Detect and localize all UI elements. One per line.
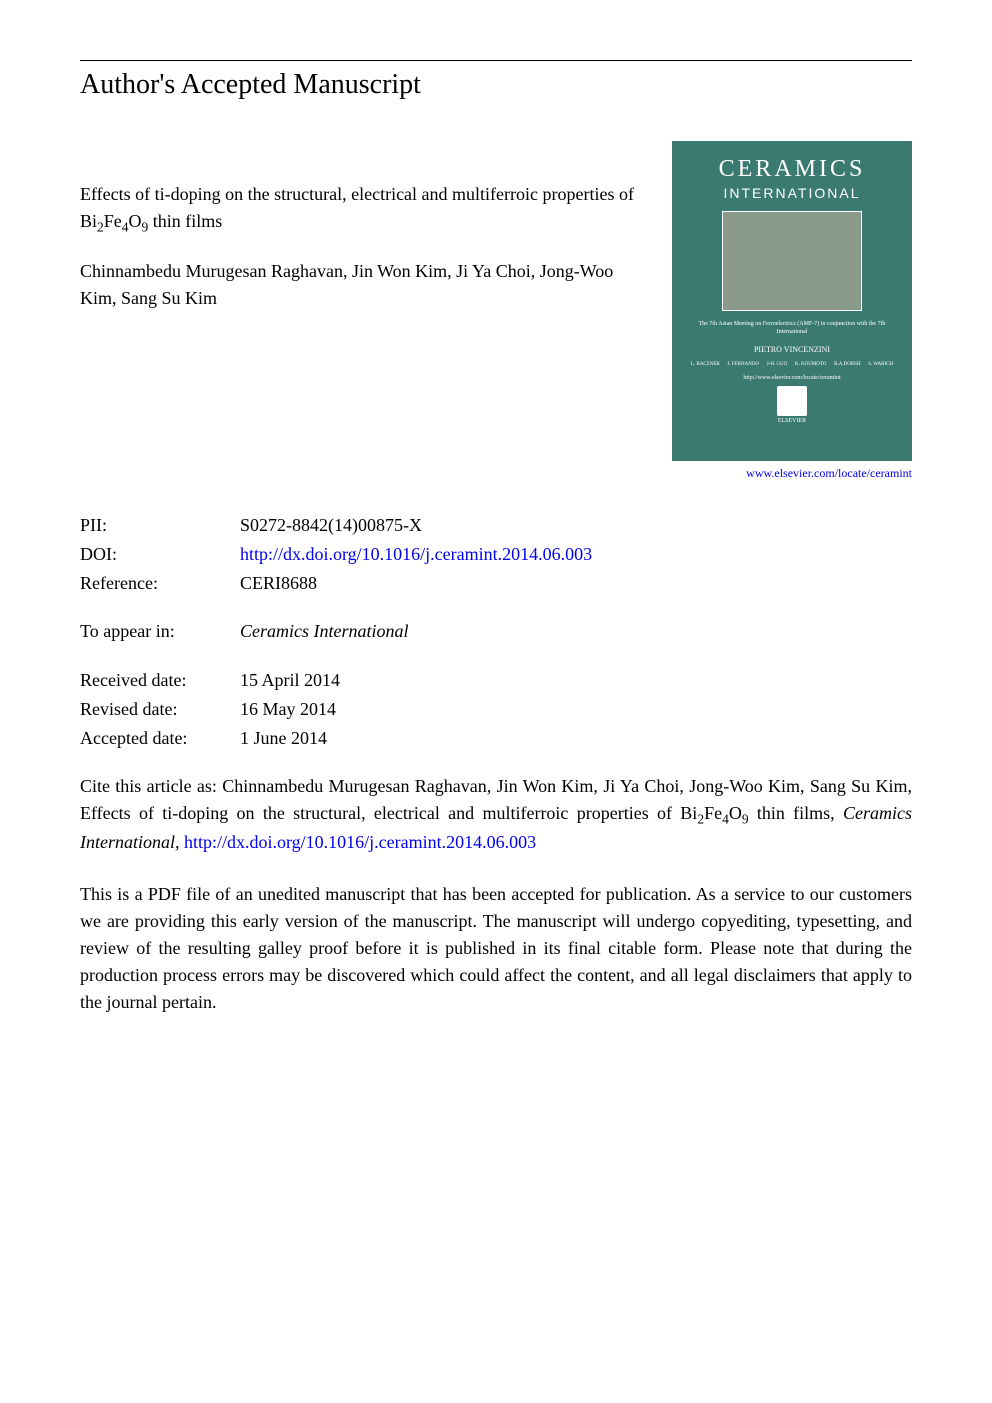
cover-editor-3: J-H. GUO	[767, 362, 788, 367]
doi-label: DOI:	[80, 540, 240, 569]
appear-label: To appear in:	[80, 617, 240, 646]
received-value: 15 April 2014	[240, 666, 912, 695]
accepted-row: Accepted date: 1 June 2014	[80, 724, 912, 753]
page-heading: Author's Accepted Manuscript	[80, 69, 912, 101]
citation-mid1: Fe	[704, 803, 722, 823]
doi-link[interactable]: http://dx.doi.org/10.1016/j.ceramint.201…	[240, 540, 912, 569]
citation-doi-link[interactable]: http://dx.doi.org/10.1016/j.ceramint.201…	[184, 832, 536, 852]
appear-section: To appear in: Ceramics International	[80, 617, 912, 646]
metadata-section: PII: S0272-8842(14)00875-X DOI: http://d…	[80, 511, 912, 597]
cover-editor-5: R.A.DORSH	[834, 362, 860, 367]
reference-value: CERI8688	[240, 569, 912, 598]
title-suffix: thin films	[148, 211, 222, 231]
accepted-value: 1 June 2014	[240, 724, 912, 753]
citation-sub3: 9	[742, 811, 749, 826]
appear-row: To appear in: Ceramics International	[80, 617, 912, 646]
title-mid2: O	[129, 211, 142, 231]
citation-suffix: thin films,	[749, 803, 843, 823]
reference-row: Reference: CERI8688	[80, 569, 912, 598]
elsevier-logo-icon	[777, 386, 807, 416]
dates-section: Received date: 15 April 2014 Revised dat…	[80, 666, 912, 752]
accepted-label: Accepted date:	[80, 724, 240, 753]
cover-url: http://www.elsevier.com/locate/ceramint	[687, 375, 897, 381]
pii-label: PII:	[80, 511, 240, 540]
cover-editor-4: K. KOUMOTO	[795, 362, 827, 367]
top-divider	[80, 60, 912, 61]
appear-value: Ceramics International	[240, 617, 912, 646]
authors-list: Chinnambedu Murugesan Raghavan, Jin Won …	[80, 258, 642, 312]
cover-editor-name: PIETRO VINCENZINI	[687, 345, 897, 354]
cover-editor-1: L. BACZNER	[691, 362, 720, 367]
journal-url-link[interactable]: www.elsevier.com/locate/ceramint	[672, 466, 912, 481]
citation-sub2: 4	[722, 811, 729, 826]
received-label: Received date:	[80, 666, 240, 695]
revised-row: Revised date: 16 May 2014	[80, 695, 912, 724]
article-info-column: Effects of ti-doping on the structural, …	[80, 141, 642, 481]
citation-mid2: O	[729, 803, 742, 823]
cover-description: The 7th Asian Meeting on Ferroelectrics …	[687, 321, 897, 337]
reference-label: Reference:	[80, 569, 240, 598]
pii-row: PII: S0272-8842(14)00875-X	[80, 511, 912, 540]
doi-value: http://dx.doi.org/10.1016/j.ceramint.201…	[240, 544, 592, 564]
disclaimer-text: This is a PDF file of an unedited manusc…	[80, 881, 912, 1016]
journal-cover-title: CERAMICS	[687, 156, 897, 183]
doi-row: DOI: http://dx.doi.org/10.1016/j.ceramin…	[80, 540, 912, 569]
citation-link-text: http://dx.doi.org/10.1016/j.ceramint.201…	[184, 832, 536, 852]
top-section: Effects of ti-doping on the structural, …	[80, 141, 912, 481]
elsevier-text: ELSEVIER	[687, 418, 897, 424]
revised-value: 16 May 2014	[240, 695, 912, 724]
cover-editor-2: J. FERNANDO	[727, 362, 759, 367]
cover-image	[722, 211, 862, 311]
cover-editor-6: S. WARICH	[868, 362, 893, 367]
revised-label: Revised date:	[80, 695, 240, 724]
cover-editors-row: L. BACZNER J. FERNANDO J-H. GUO K. KOUMO…	[687, 362, 897, 367]
received-row: Received date: 15 April 2014	[80, 666, 912, 695]
citation-section: Cite this article as: Chinnambedu Muruge…	[80, 773, 912, 857]
journal-cover-subtitle: INTERNATIONAL	[687, 185, 897, 201]
pii-value: S0272-8842(14)00875-X	[240, 511, 912, 540]
journal-url-text: www.elsevier.com/locate/ceramint	[746, 466, 912, 480]
article-title: Effects of ti-doping on the structural, …	[80, 181, 642, 238]
title-sub2: 4	[122, 220, 129, 235]
journal-cover: CERAMICS INTERNATIONAL The 7th Asian Mee…	[672, 141, 912, 461]
title-mid1: Fe	[104, 211, 122, 231]
title-sub1: 2	[97, 220, 104, 235]
journal-cover-column: CERAMICS INTERNATIONAL The 7th Asian Mee…	[672, 141, 912, 481]
